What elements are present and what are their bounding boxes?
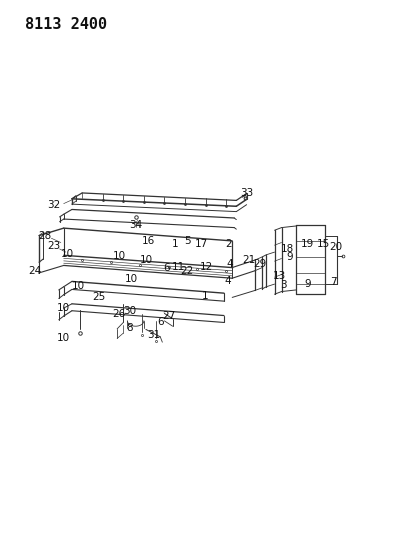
Text: 9: 9 [286, 253, 293, 262]
Text: 10: 10 [113, 251, 126, 261]
Text: 20: 20 [330, 242, 343, 252]
Text: 16: 16 [141, 236, 155, 246]
Text: 29: 29 [254, 259, 267, 269]
Text: 34: 34 [129, 220, 142, 230]
Text: 1: 1 [171, 239, 178, 248]
Text: 10: 10 [57, 303, 70, 313]
Text: 21: 21 [242, 255, 255, 265]
Text: 9: 9 [304, 279, 311, 289]
Text: 24: 24 [28, 266, 42, 276]
Text: 10: 10 [61, 249, 74, 259]
Text: 17: 17 [195, 239, 208, 248]
Text: 28: 28 [39, 231, 52, 240]
Text: 7: 7 [330, 278, 337, 287]
Text: 6: 6 [157, 318, 164, 327]
Text: 18: 18 [281, 245, 294, 254]
Text: 8113 2400: 8113 2400 [25, 17, 107, 33]
Text: 15: 15 [317, 239, 330, 249]
Text: 25: 25 [92, 293, 105, 302]
Text: 19: 19 [301, 239, 314, 249]
Text: 26: 26 [113, 310, 126, 319]
Text: 1: 1 [202, 291, 209, 301]
Text: 8: 8 [126, 323, 133, 333]
Text: 12: 12 [200, 262, 213, 272]
Text: 3: 3 [280, 280, 287, 290]
Text: 10: 10 [139, 255, 152, 265]
Text: 2: 2 [225, 239, 231, 248]
Text: 10: 10 [72, 281, 85, 290]
Text: 4: 4 [225, 277, 231, 286]
Text: 27: 27 [162, 311, 175, 321]
Text: 22: 22 [180, 266, 194, 276]
Text: 13: 13 [273, 271, 286, 281]
Text: 33: 33 [240, 188, 253, 198]
Text: 30: 30 [123, 306, 136, 316]
Text: 31: 31 [148, 330, 161, 340]
Text: 4: 4 [227, 259, 233, 269]
Text: 10: 10 [125, 274, 138, 284]
Text: 11: 11 [172, 262, 185, 272]
Text: 32: 32 [47, 200, 60, 210]
Text: 5: 5 [184, 236, 190, 246]
Text: 23: 23 [47, 241, 60, 251]
Text: 10: 10 [57, 334, 70, 343]
Text: 6: 6 [163, 263, 170, 272]
